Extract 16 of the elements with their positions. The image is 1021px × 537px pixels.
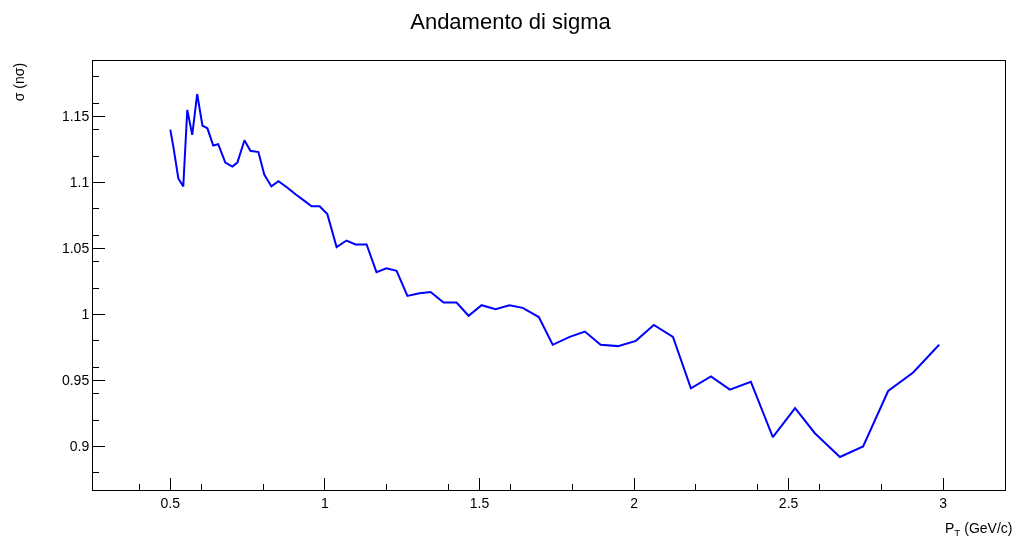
y-axis-title: σ (nσ) xyxy=(11,62,28,102)
y-tick-label: 1.05 xyxy=(61,240,90,257)
y-tick-label: 0.9 xyxy=(69,438,90,455)
chart-title: Andamento di sigma xyxy=(410,8,612,34)
x-tick-label: 2.5 xyxy=(778,494,799,511)
y-tick-label: 1 xyxy=(81,306,90,323)
y-tick-label: 0.95 xyxy=(61,372,90,389)
y-tick-label: 1.1 xyxy=(69,174,90,191)
x-tick-label: 3 xyxy=(939,494,948,511)
y-tick-label: 1.15 xyxy=(61,108,90,125)
x-axis-title: P$_{T}$ (GeV/c) xyxy=(945,520,1013,537)
x-tick-label: 2 xyxy=(630,494,639,511)
x-tick-label: 1.5 xyxy=(469,494,490,511)
x-tick-label: 0.5 xyxy=(160,494,181,511)
x-tick-label: 1 xyxy=(320,494,329,511)
line-series xyxy=(169,93,941,458)
